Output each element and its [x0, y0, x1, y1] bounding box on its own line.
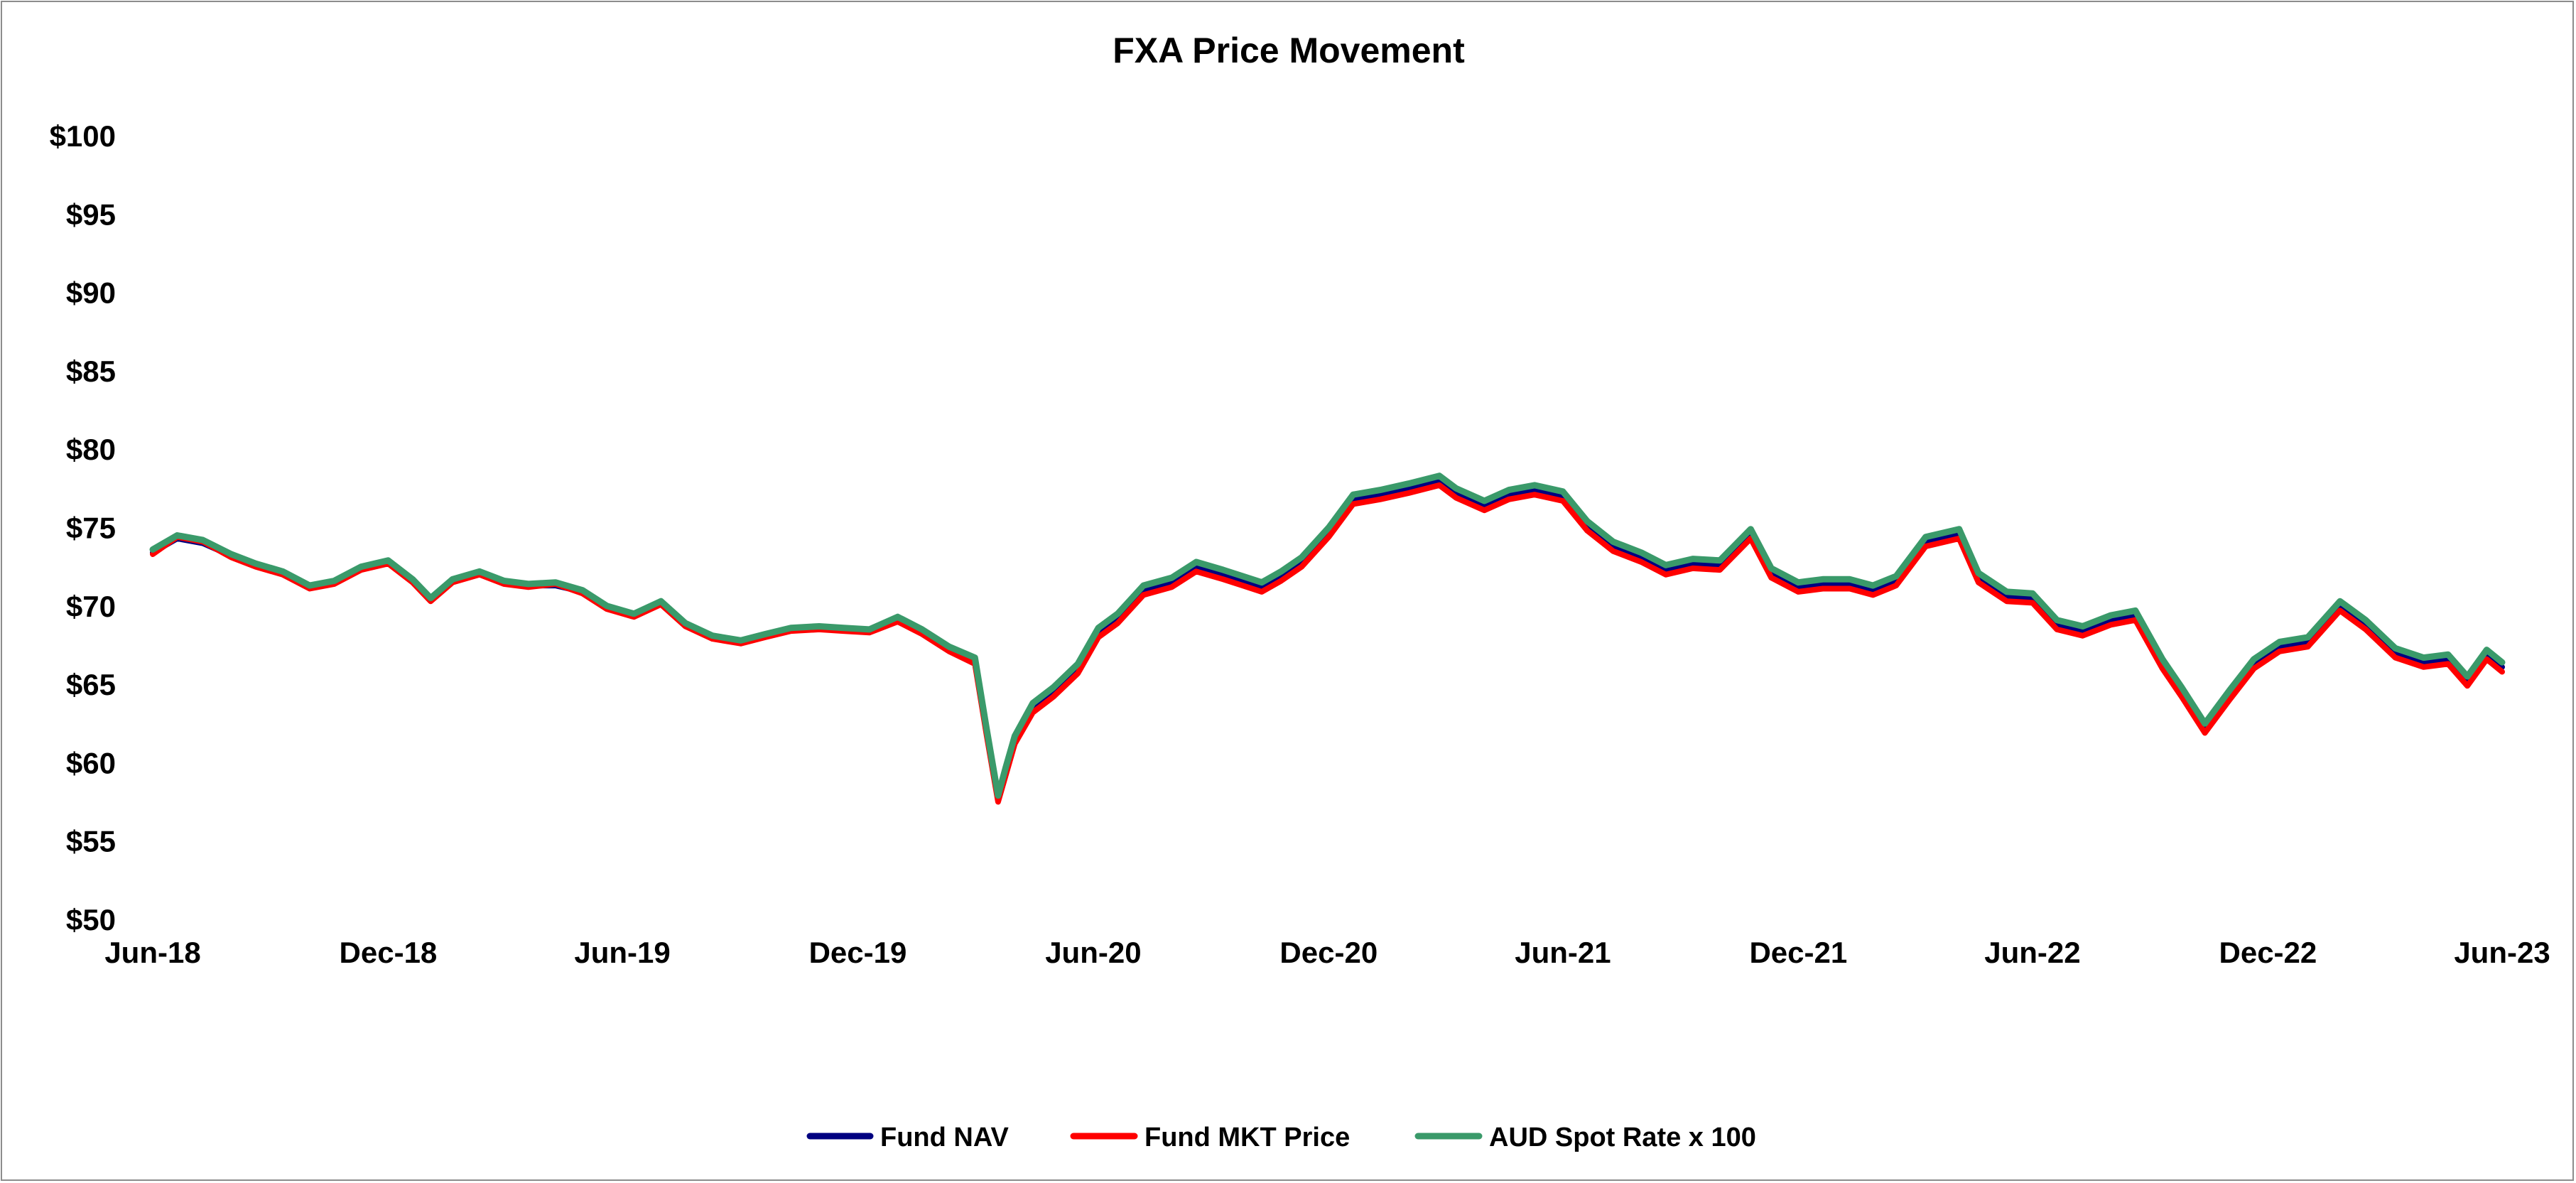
legend-label: AUD Spot Rate x 100	[1489, 1123, 1756, 1152]
x-tick-label: Jun-20	[1045, 936, 1141, 969]
legend: Fund NAV Fund MKT Price AUD Spot Rate x 10…	[806, 1123, 1756, 1152]
y-tick-label: $90	[66, 276, 116, 310]
y-tick-label: $80	[66, 433, 116, 466]
x-tick-label: Dec-19	[809, 936, 907, 969]
x-tick-label: Jun-18	[104, 936, 200, 969]
y-tick-label: $60	[66, 746, 116, 779]
y-tick-label: $85	[66, 355, 116, 388]
x-tick-label: Jun-23	[2454, 936, 2550, 969]
x-tick-label: Dec-20	[1279, 936, 1378, 969]
x-tick-label: Jun-22	[1984, 936, 2080, 969]
y-axis-tick-labels: $50 $55 $60 $65 $70 $75 $80 $85 $90 $95 $100	[50, 119, 116, 936]
x-tick-label: Dec-18	[340, 936, 438, 969]
y-tick-label: $100	[50, 119, 116, 153]
y-tick-label: $50	[66, 903, 116, 936]
y-tick-label: $95	[66, 198, 116, 231]
y-tick-label: $65	[66, 668, 116, 701]
y-tick-label: $55	[66, 825, 116, 858]
y-tick-label: $70	[66, 590, 116, 623]
x-tick-label: Dec-22	[2219, 936, 2317, 969]
x-tick-label: Jun-19	[574, 936, 670, 969]
series-lines	[149, 472, 2506, 805]
x-tick-label: Jun-21	[1515, 936, 1611, 969]
series-line-3	[149, 472, 2506, 799]
legend-label: Fund MKT Price	[1144, 1123, 1350, 1152]
x-tick-label: Dec-21	[1749, 936, 1847, 969]
legend-label: Fund NAV	[880, 1123, 1009, 1152]
chart-title: FXA Price Movement	[1113, 31, 1465, 70]
x-axis-tick-labels: Jun-18 Dec-18 Jun-19 Dec-19 Jun-20 Dec-20 Jun-…	[104, 936, 2550, 969]
y-tick-label: $75	[66, 512, 116, 545]
